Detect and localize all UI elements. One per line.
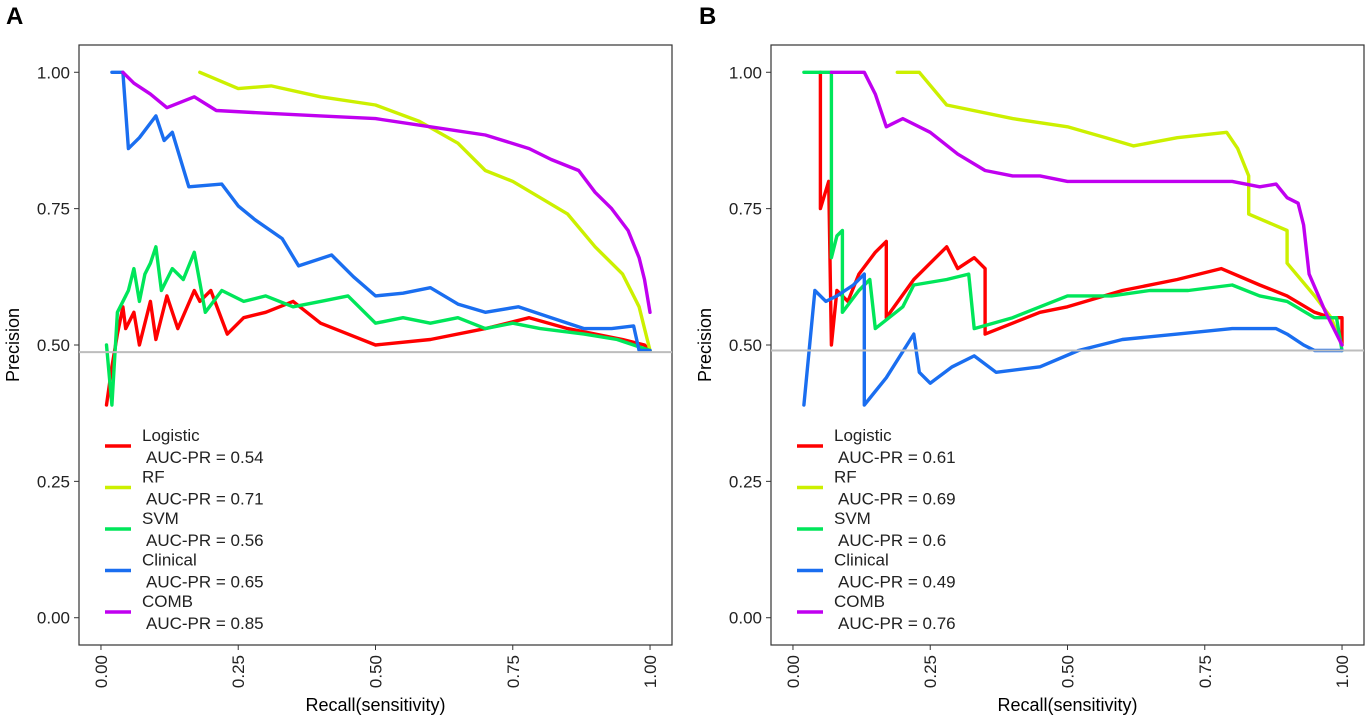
panel-b-series-svm [802,70,1344,353]
panel-a-legend-name-comb: COMB [142,592,193,611]
panel-b-legend-name-svm: SVM [834,509,871,528]
panel-a-legend-name-clinical: Clinical [142,551,197,570]
panel-b-series-rf [895,70,1344,347]
panel-b-label: B [699,3,716,30]
panel-b-legend-auc-rf: AUC-PR = 0.69 [838,490,956,509]
panel-b-y-axis-label: Precision [695,308,715,382]
panel-a-x-tick-label: 0.00 [92,655,111,688]
panel-a-legend-name-logistic: Logistic [142,426,200,445]
panel-a-y-tick-label: 0.50 [37,336,70,355]
panel-b-legend-auc-comb: AUC-PR = 0.76 [838,614,956,633]
panel-b-legend-name-rf: RF [834,468,857,487]
panel-a-legend-name-svm: SVM [142,509,179,528]
panel-a-legend-auc-clinical: AUC-PR = 0.65 [146,573,264,592]
panel-b-x-tick-label: 0.50 [1059,655,1078,688]
panel-b-y-tick-label: 0.75 [729,200,762,219]
panel-b-x-tick-label: 0.75 [1196,655,1215,688]
panel-b-legend-auc-clinical: AUC-PR = 0.49 [838,573,956,592]
panel-a-y-tick-label: 0.25 [37,472,70,491]
panel-a-series-clinical [110,70,652,353]
panel-a-series-comb [121,70,652,314]
panel-a: A 0.00 0.25 0.50 0.75 1.00 0.00 0.25 0.50 0.75 1.0… [3,3,673,715]
panel-a-legend-name-rf: RF [142,468,165,487]
panel-b-y-tick-label: 0.50 [729,336,762,355]
panel-b-y-tick-label: 0.25 [729,472,762,491]
panel-a-x-axis-label: Recall(sensitivity) [305,695,445,715]
panel-a-x-tick-label: 0.50 [367,655,386,688]
panel-b-legend-name-clinical: Clinical [834,551,889,570]
panel-b-legend-name-comb: COMB [834,592,885,611]
panel-b-legend-name-logistic: Logistic [834,426,892,445]
panel-a-x-tick-label: 0.75 [504,655,523,688]
panel-a-y-tick-label: 0.00 [37,609,70,628]
panel-a-legend-auc-logistic: AUC-PR = 0.54 [146,448,264,467]
panel-b-y-tick-label: 1.00 [729,63,762,82]
panel-a-x-tick-label: 1.00 [641,655,660,688]
panel-a-series-logistic [104,288,652,407]
panel-a-series-rf [198,70,652,353]
panel-b-x-tick-label: 0.00 [784,655,803,688]
panel-a-y-tick-label: 0.75 [37,200,70,219]
panel-b-series-comb [829,70,1344,347]
panel-b-plot-area [771,70,1364,407]
panel-a-plot-area [79,70,672,407]
panel-b-series-logistic [818,70,1344,347]
panel-b-series-clinical [802,272,1344,407]
panel-a-y-axis-label: Precision [3,308,23,382]
panel-b: B 0.00 0.25 0.50 0.75 1.00 0.00 0.25 0.50 0.75 1.0… [695,3,1365,715]
panel-b-x-tick-label: 0.25 [921,655,940,688]
panel-b-x-axis-label: Recall(sensitivity) [997,695,1137,715]
panel-a-x-tick-label: 0.25 [229,655,248,688]
panel-a-legend-auc-comb: AUC-PR = 0.85 [146,614,264,633]
panel-a-legend-auc-rf: AUC-PR = 0.71 [146,490,264,509]
panel-a-label: A [6,3,23,30]
panel-b-x-tick-label: 1.00 [1333,655,1352,688]
panel-a-legend-auc-svm: AUC-PR = 0.56 [146,531,264,550]
panel-b-legend-auc-logistic: AUC-PR = 0.61 [838,448,956,467]
panel-b-legend-auc-svm: AUC-PR = 0.6 [838,531,946,550]
panel-a-y-tick-label: 1.00 [37,63,70,82]
panel-a-series-svm [104,245,652,407]
panel-b-y-tick-label: 0.00 [729,609,762,628]
